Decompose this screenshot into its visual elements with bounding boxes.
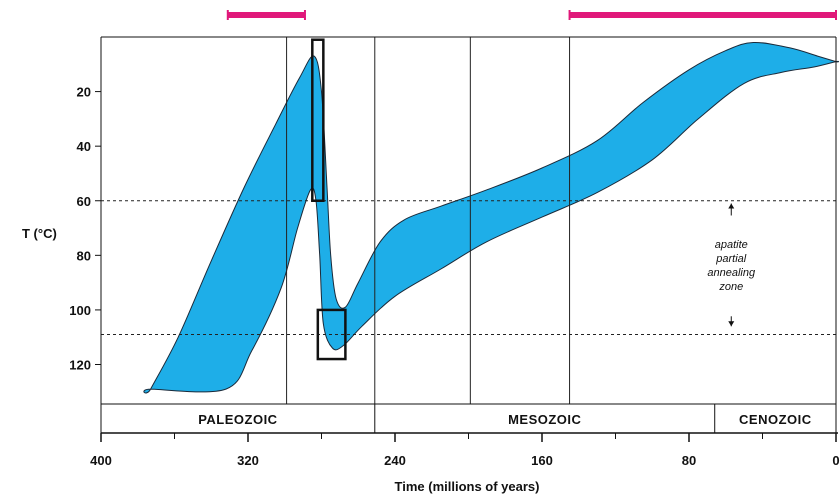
constraint-box-0	[311, 38, 325, 202]
y-tick-label-40: 40	[77, 139, 91, 154]
plot-frame-layer	[100, 36, 837, 433]
y-tick-label-20: 20	[77, 85, 91, 100]
y-tick-label-60: 60	[77, 194, 91, 209]
x-tick-label-400: 400	[90, 453, 112, 468]
era-label-mesozoic: MESOZOIC	[508, 412, 581, 427]
y-tick-label-120: 120	[69, 358, 91, 373]
x-tick-label-320: 320	[237, 453, 259, 468]
x-axis-title: Time (millions of years)	[395, 479, 540, 494]
x-tick-label-0: 0	[832, 453, 839, 468]
zone-label-line-3: zone	[718, 281, 743, 293]
zone-label-line-0: apatite	[715, 239, 748, 251]
temperature-envelope-0	[143, 41, 840, 394]
zone-label-line-2: annealing	[707, 267, 756, 279]
x-tick-label-240: 240	[384, 453, 406, 468]
y-tick-label-80: 80	[77, 248, 91, 263]
temperature-envelope-layer	[143, 41, 840, 394]
y-axis-title: T (°C)	[22, 226, 57, 241]
era-bar-layer: PALEOZOIC MESOZOIC CENOZOIC	[101, 404, 838, 434]
annotation-layer: apatite partial annealing zone	[707, 203, 756, 327]
arrow-up-icon	[728, 203, 735, 209]
y-tick-label-100: 100	[69, 303, 91, 318]
arrow-down-icon	[728, 321, 735, 327]
reference-lines-layer	[101, 37, 836, 404]
pink-bars-layer	[226, 10, 837, 20]
era-label-paleozoic: PALEOZOIC	[198, 412, 277, 427]
constraint-box-1	[316, 308, 347, 361]
x-tick-label-80: 80	[682, 453, 696, 468]
tick-layer: 400 320 240 160 80 0 20 40 60 80 100 120	[69, 85, 839, 468]
x-tick-label-160: 160	[531, 453, 553, 468]
era-label-cenozoic: CENOZOIC	[739, 412, 812, 427]
zone-label-line-1: partial	[715, 253, 747, 265]
